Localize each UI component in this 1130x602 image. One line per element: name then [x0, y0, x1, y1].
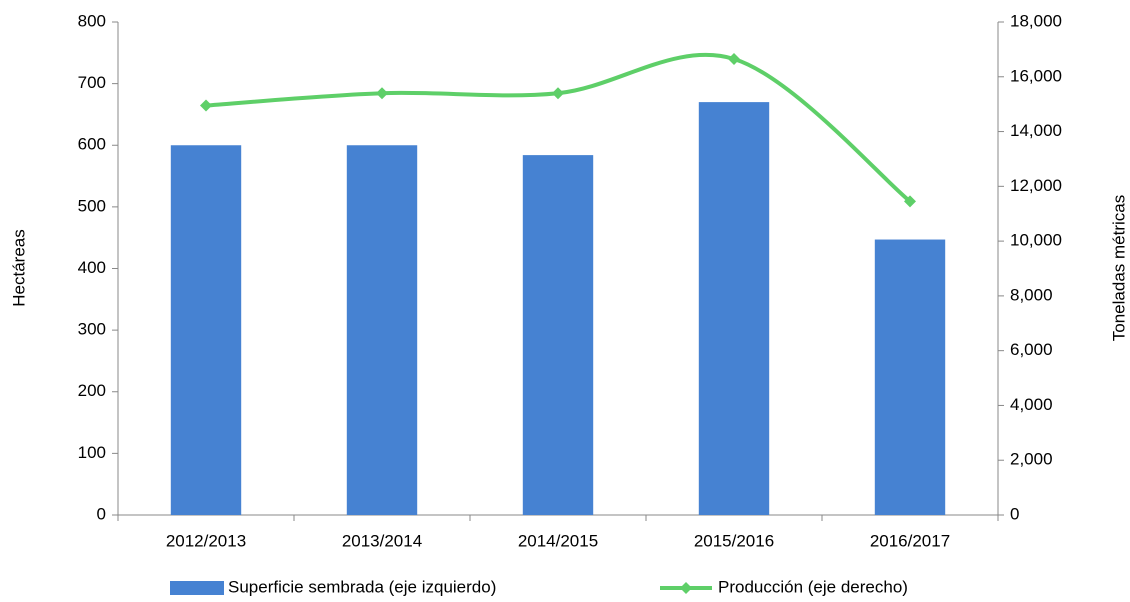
y2-tick-label: 16,000 — [1010, 66, 1062, 85]
bar — [874, 239, 946, 515]
y-tick-label: 0 — [97, 504, 106, 523]
line-marker — [376, 87, 388, 100]
y2-tick-label: 14,000 — [1010, 121, 1062, 140]
line-marker — [200, 99, 212, 112]
legend-label: Producción (eje derecho) — [718, 577, 908, 596]
x-tick-label: 2015/2016 — [694, 531, 774, 550]
bar — [522, 155, 594, 516]
x-tick-label: 2012/2013 — [166, 531, 246, 550]
y2-axis-label: Toneladas métricas — [1109, 195, 1128, 341]
y2-tick-label: 6,000 — [1010, 340, 1053, 359]
bar — [698, 102, 770, 516]
y2-tick-label: 2,000 — [1010, 450, 1053, 469]
y-tick-label: 700 — [78, 73, 106, 92]
y2-tick-label: 18,000 — [1010, 11, 1062, 30]
y-tick-label: 600 — [78, 135, 106, 154]
y-tick-label: 800 — [78, 11, 106, 30]
y2-tick-label: 8,000 — [1010, 285, 1053, 304]
x-tick-label: 2013/2014 — [342, 531, 422, 550]
y-axis-label: Hectáreas — [9, 229, 28, 306]
bar — [346, 145, 418, 515]
x-tick-label: 2014/2015 — [518, 531, 598, 550]
y-tick-label: 300 — [78, 320, 106, 339]
line-marker — [904, 195, 916, 208]
y-tick-label: 500 — [78, 196, 106, 215]
legend-swatch — [170, 581, 224, 595]
y2-tick-label: 10,000 — [1010, 231, 1062, 250]
line-marker — [552, 87, 564, 100]
legend-label: Superficie sembrada (eje izquierdo) — [228, 577, 496, 596]
y2-tick-label: 0 — [1010, 504, 1019, 523]
legend-marker — [680, 582, 692, 594]
y2-tick-label: 12,000 — [1010, 176, 1062, 195]
y2-tick-label: 4,000 — [1010, 395, 1053, 414]
bar — [170, 145, 242, 515]
y-tick-label: 200 — [78, 381, 106, 400]
x-tick-label: 2016/2017 — [870, 531, 950, 550]
line-marker — [728, 52, 740, 65]
y-tick-label: 400 — [78, 258, 106, 277]
y-tick-label: 100 — [78, 443, 106, 462]
